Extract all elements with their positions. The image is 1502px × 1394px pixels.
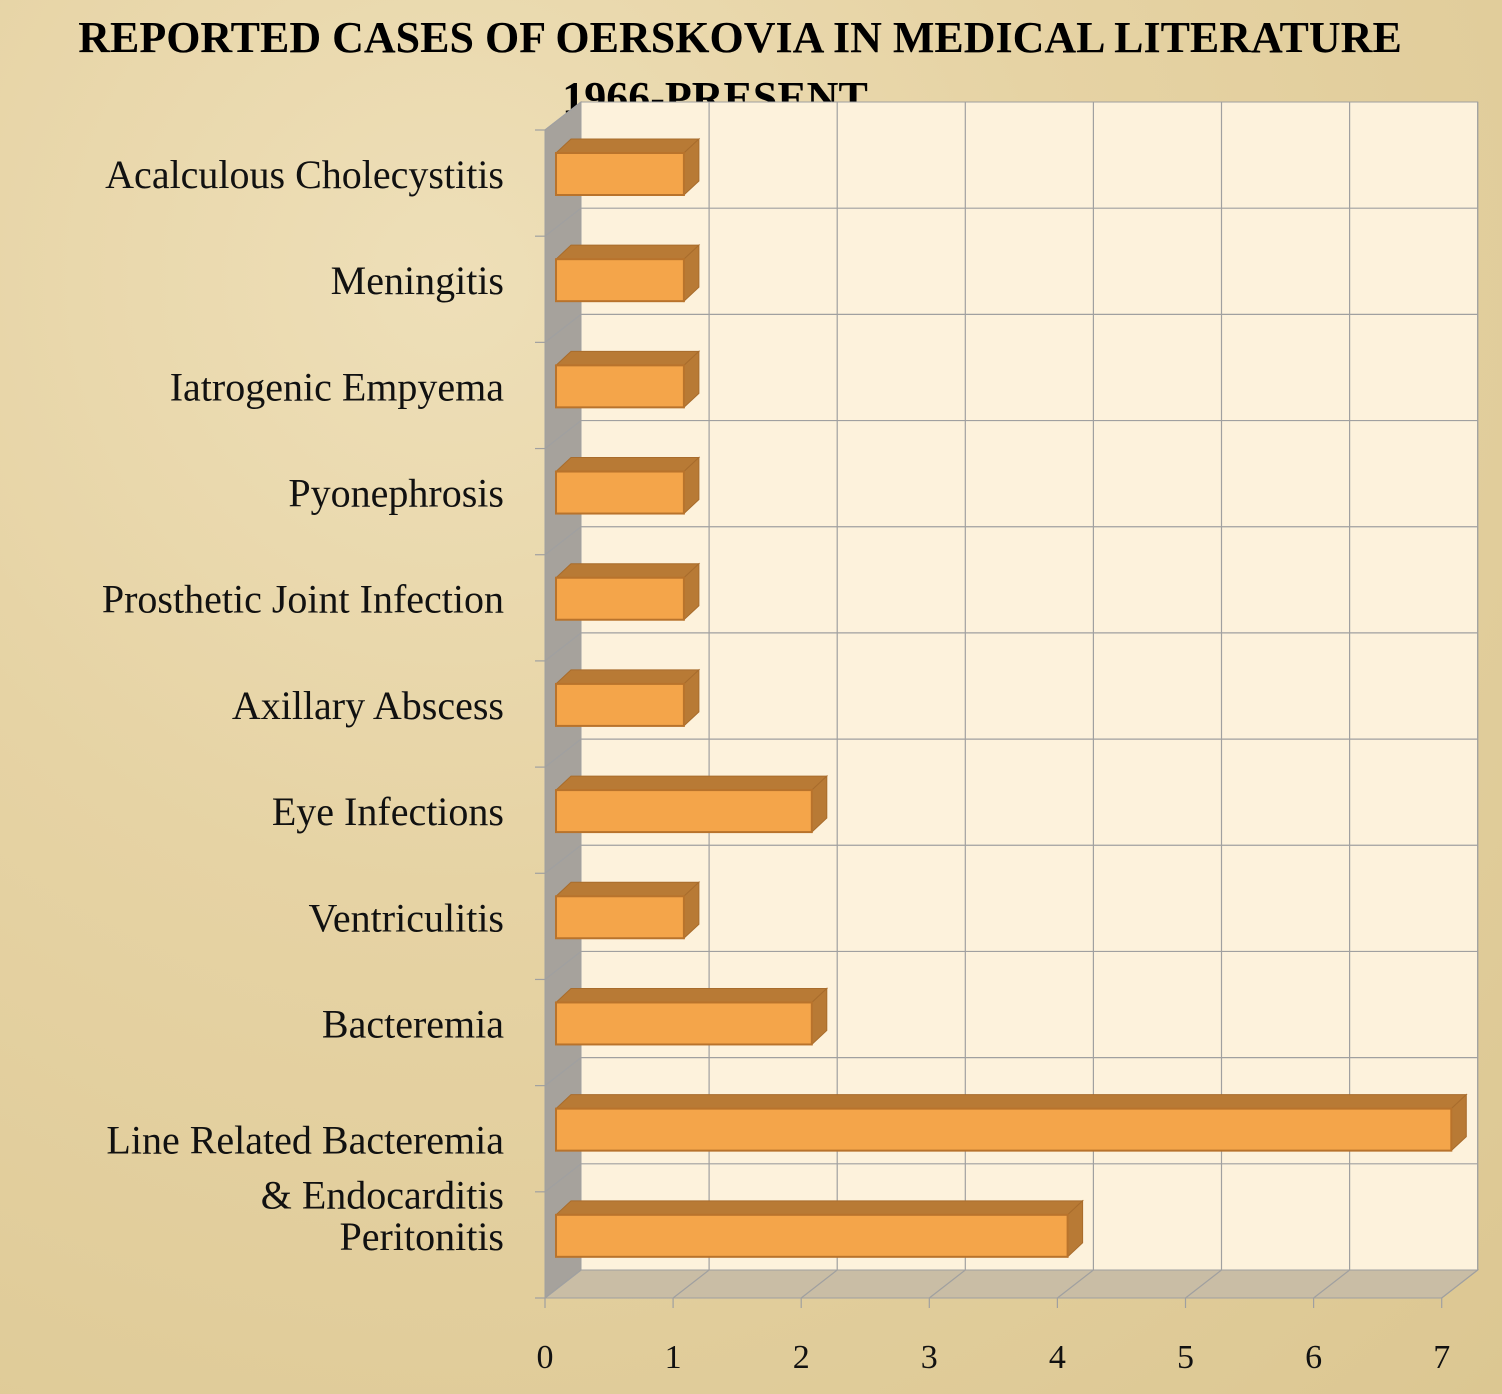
x-tick-label: 7 (1433, 1339, 1450, 1376)
bar-group (554, 1093, 1468, 1152)
category-label: Line Related Bacteremia (106, 1118, 504, 1163)
category-label: Eye Infections (272, 789, 504, 834)
side-wall-gridline (544, 950, 582, 980)
bar (555, 258, 685, 303)
side-wall-gridline (544, 1163, 582, 1193)
side-wall-gridline (544, 207, 582, 237)
bar-group (554, 137, 701, 197)
bar-group (554, 987, 829, 1046)
floor-gridline (1057, 1269, 1094, 1299)
x-tick-label: 1 (665, 1339, 682, 1376)
bar-group (554, 244, 701, 303)
category-label: Pyonephrosis (288, 471, 504, 516)
bar-group (554, 774, 829, 834)
category-label: Ventriculitis (308, 895, 504, 940)
side-wall-gridline (544, 420, 582, 450)
bar-top (554, 457, 701, 473)
side-wall-gridline (544, 632, 582, 662)
floor-gridline (1313, 1269, 1350, 1299)
x-tick-label: 2 (793, 1339, 810, 1376)
bar (555, 789, 813, 834)
x-tick-label: 5 (1177, 1339, 1194, 1376)
bar-group (554, 350, 701, 409)
bar-top (554, 1200, 1084, 1216)
x-tick-label: 6 (1305, 1339, 1322, 1376)
bar (555, 364, 685, 409)
bar (555, 1001, 813, 1046)
bar (555, 576, 685, 621)
bar-top (554, 138, 701, 154)
bar-group (554, 1199, 1084, 1258)
floor (543, 1269, 1480, 1299)
bar-top (554, 1094, 1468, 1110)
category-label: Axillary Abscess (232, 683, 504, 728)
side-wall-gridline (544, 844, 582, 874)
category-label: Acalculous Cholecystitis (105, 152, 504, 197)
back-wall (580, 101, 1479, 1271)
category-label: Peritonitis (340, 1214, 504, 1259)
side-wall-gridline (544, 101, 582, 131)
floor-gridline (1441, 1269, 1479, 1299)
bar-top (554, 669, 701, 685)
category-label: Bacteremia (322, 1001, 504, 1046)
bar (555, 470, 685, 515)
x-tick-label: 3 (921, 1339, 938, 1376)
side-wall-gridline (544, 1057, 582, 1087)
bar-top (554, 563, 701, 579)
floor-gridline (800, 1269, 838, 1299)
bar-group (554, 668, 701, 728)
category-label: & Endocarditis (261, 1173, 504, 1218)
category-label: Meningitis (331, 258, 504, 303)
floor-gridline (672, 1269, 710, 1299)
bar-top (554, 987, 829, 1003)
x-tick-label: 0 (537, 1339, 554, 1376)
side-wall-gridline (544, 1269, 582, 1299)
bar-group (554, 881, 701, 940)
bar (555, 682, 685, 727)
bar (555, 895, 685, 940)
side-wall-gridline (544, 738, 582, 768)
bar-top (554, 881, 701, 897)
bar-top (554, 350, 701, 366)
floor-gridline (1185, 1269, 1222, 1299)
category-label: Iatrogenic Empyema (170, 364, 505, 409)
bar-top (554, 775, 829, 791)
bar (555, 1213, 1069, 1258)
x-tick-label: 4 (1049, 1339, 1066, 1376)
side-wall-gridline (544, 313, 582, 343)
bar-top (554, 244, 701, 260)
chart-title-line1: REPORTED CASES OF OERSKOVIA IN MEDICAL L… (78, 13, 1402, 62)
category-label: Prosthetic Joint Infection (102, 577, 504, 622)
bar-group (554, 456, 701, 515)
bar (555, 1107, 1453, 1152)
bar-group (554, 562, 701, 621)
bar (555, 152, 685, 196)
floor-gridline (928, 1269, 966, 1299)
side-wall-gridline (544, 526, 582, 556)
